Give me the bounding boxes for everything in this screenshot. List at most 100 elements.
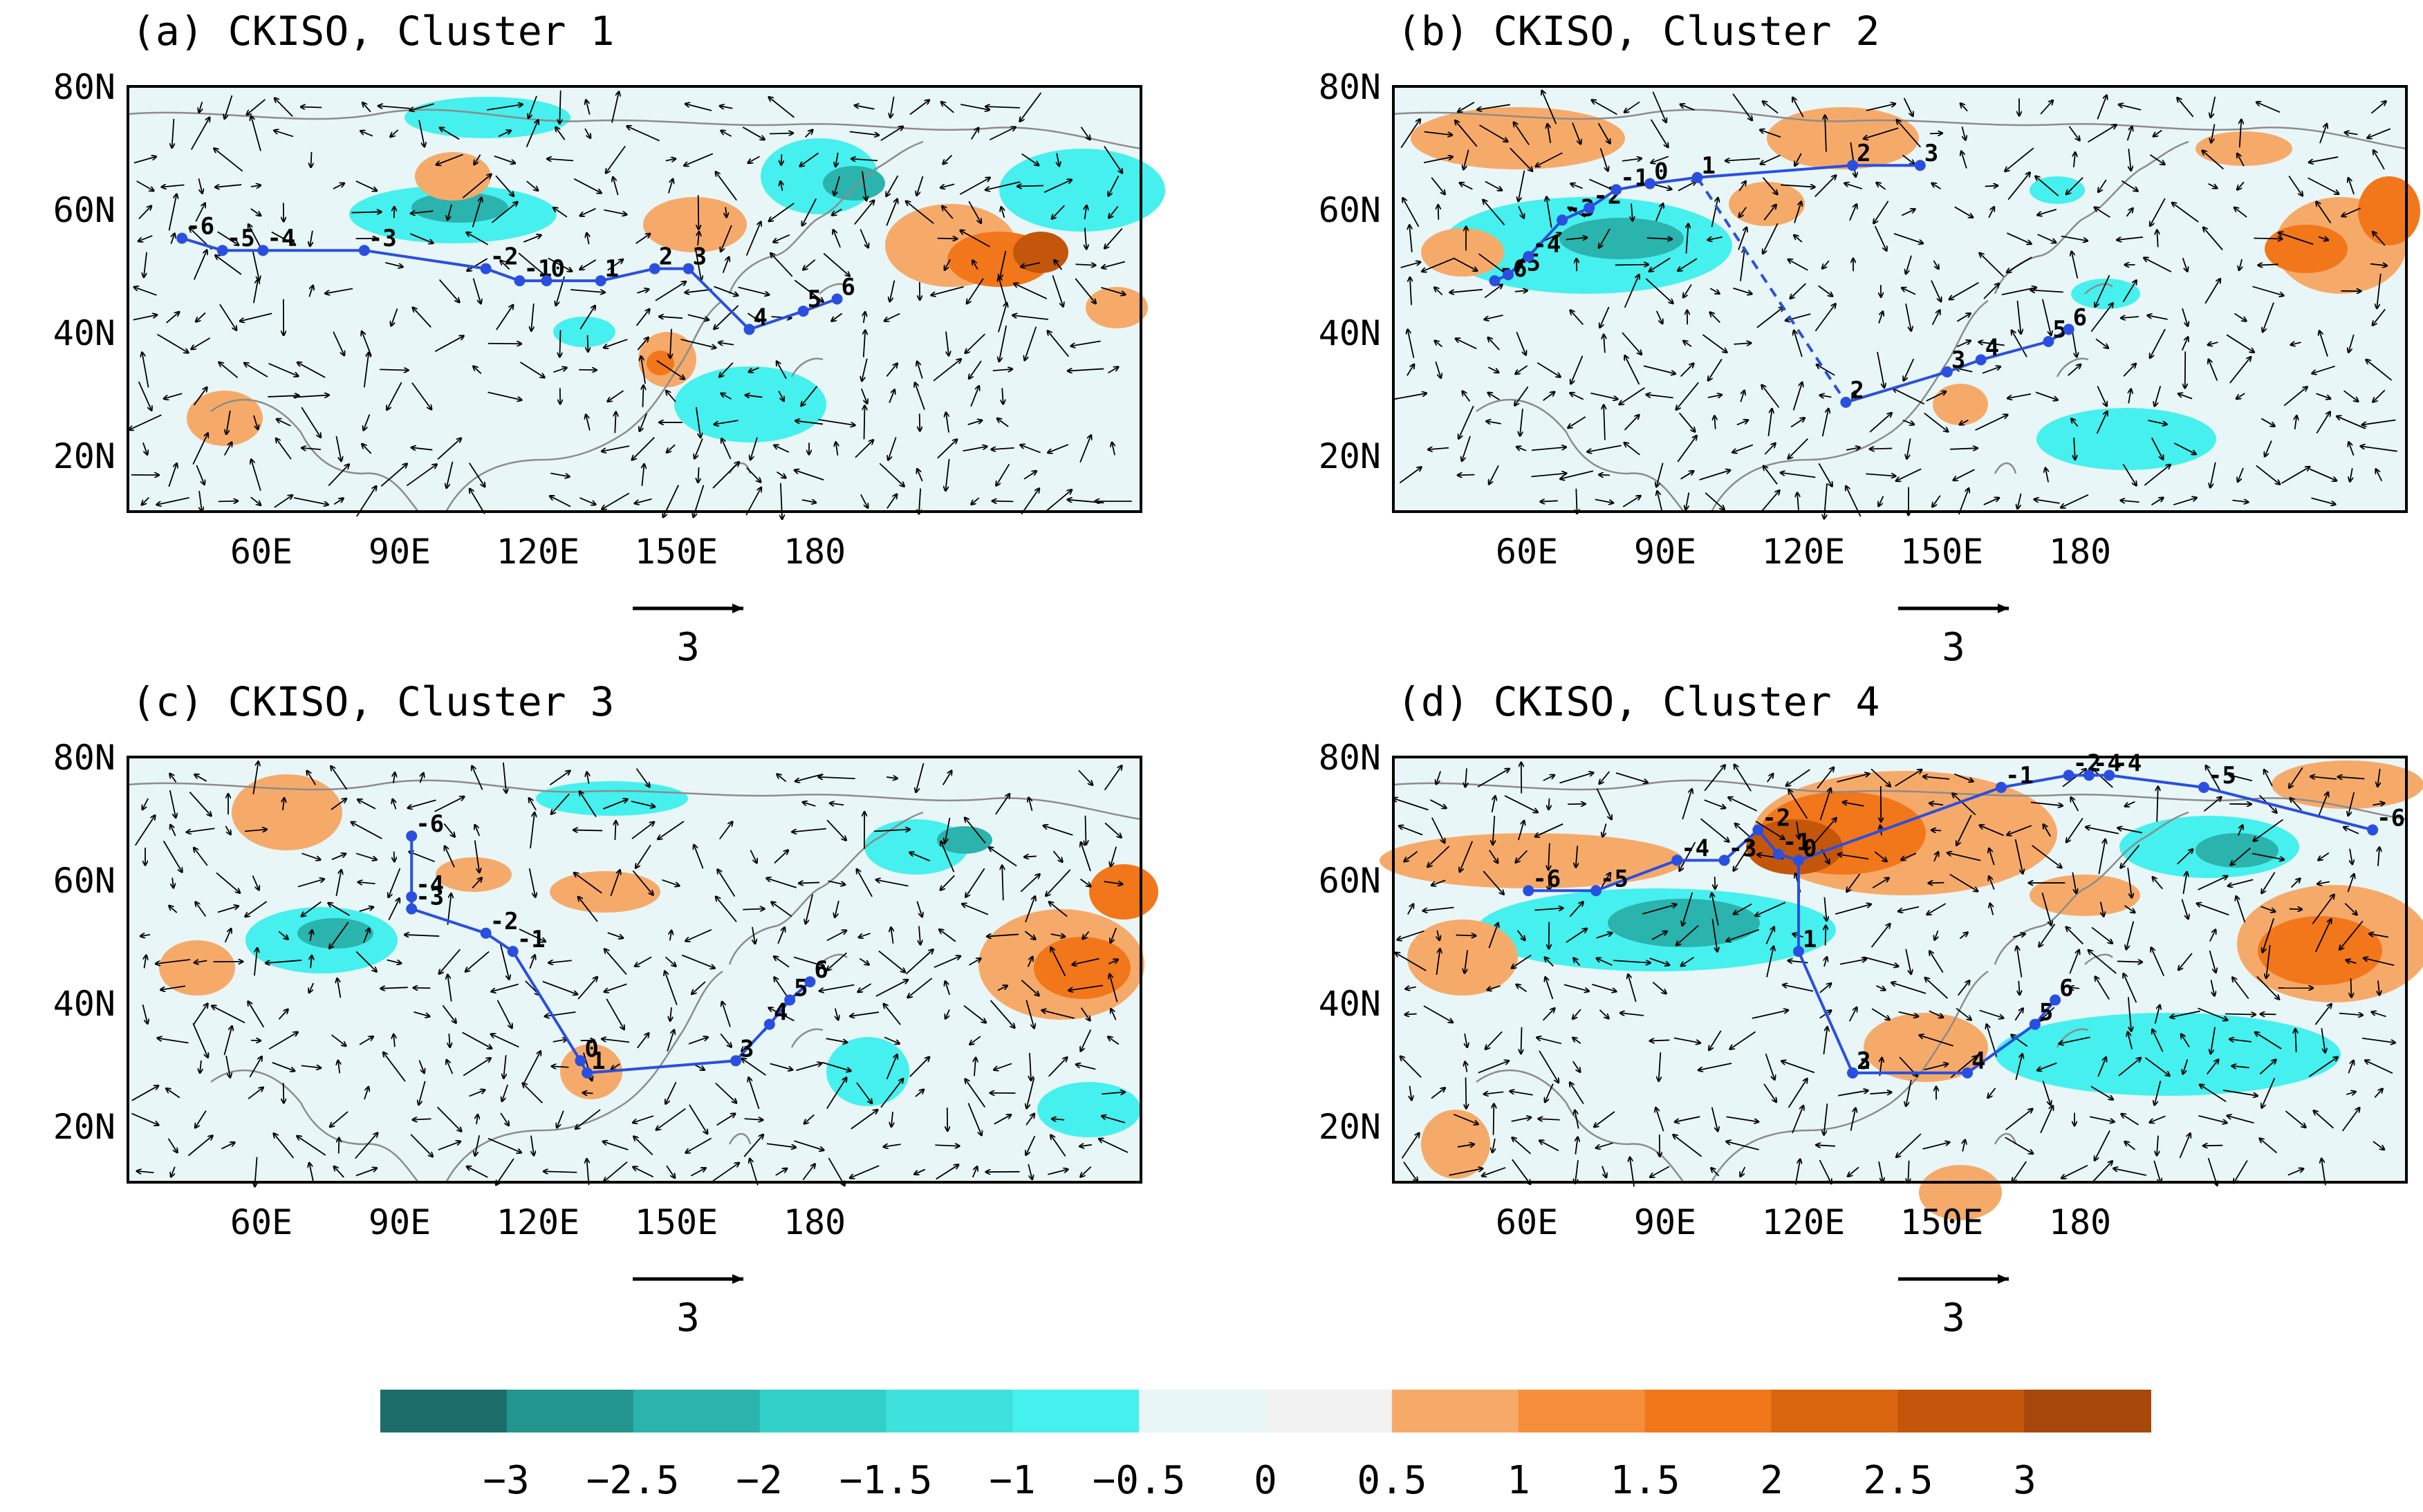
wind-arrow: [864, 330, 866, 357]
track-day-label: 6: [2059, 974, 2073, 1002]
wind-arrow: [297, 362, 326, 378]
wind-arrow: [1680, 364, 1694, 377]
wind-arrow: [1702, 334, 1727, 353]
wind-arrow: [136, 180, 154, 191]
wind-arrow: [2121, 317, 2139, 318]
map-frame: [127, 85, 1142, 513]
wind-arrow: [470, 489, 485, 514]
wind-arrow: [1112, 442, 1115, 456]
colorbar-label: 0.5: [1357, 1458, 1427, 1503]
wind-arrow: [1456, 339, 1477, 350]
wind-arrow: [1477, 104, 1511, 109]
wind-arrow: [656, 360, 685, 380]
wind-arrow: [1897, 120, 1922, 148]
wind-arrow: [2316, 201, 2332, 224]
colorbar-swatch: [1897, 1390, 2025, 1432]
wind-arrow: [602, 799, 627, 810]
track-day-label: -6: [1532, 865, 1561, 893]
wind-arrow: [1409, 225, 1412, 252]
wind-arrow: [915, 382, 925, 411]
wind-arrow: [142, 352, 149, 388]
wind-arrow: [495, 175, 514, 196]
track-link-dashed: [1696, 176, 1848, 403]
lat-axis: 80N 60N 40N 20N: [1319, 67, 1381, 476]
wind-arrow: [996, 463, 1010, 485]
wind-arrow: [252, 279, 258, 304]
wind-arrow: [1483, 200, 1505, 225]
wind-arrow: [437, 438, 461, 460]
wind-arrow: [2373, 389, 2386, 402]
wind-arrow: [835, 152, 838, 167]
wind-arrow: [410, 233, 433, 243]
wind-arrow: [1893, 389, 1925, 405]
wind-arrow: [1108, 205, 1119, 218]
wind-arrow: [659, 317, 683, 318]
wind-arrow: [2288, 176, 2303, 196]
wind-arrow: [1631, 203, 1633, 221]
track-day-label: 6: [842, 274, 855, 301]
wind-arrow: [333, 331, 344, 355]
wind-arrow: [985, 106, 1020, 108]
wind-arrow: [2151, 498, 2163, 506]
wind-arrow: [358, 799, 376, 810]
anomaly-patch: [1608, 899, 1760, 947]
wind-arrow: [2041, 299, 2051, 335]
wind-arrow: [604, 339, 628, 348]
wind-arrow: [777, 774, 787, 783]
wind-arrow: [553, 207, 568, 218]
wind-arrow: [467, 258, 488, 271]
wind-arrow: [1548, 798, 1549, 810]
wind-arrow: [1956, 313, 1970, 322]
wind-arrow: [1794, 330, 1803, 357]
wind-arrow: [2157, 230, 2158, 248]
wind-arrow: [945, 259, 951, 270]
wind-arrow: [2278, 233, 2314, 245]
wind-arrow: [698, 195, 699, 230]
wind-arrow: [1756, 307, 1783, 328]
wind-arrow: [528, 95, 537, 118]
wind-arrow: [411, 382, 431, 410]
wind-arrow: [2234, 207, 2247, 218]
scale-arrow-label: 3: [1942, 625, 1965, 670]
anomaly-patch: [159, 940, 235, 996]
wind-arrow: [362, 102, 371, 113]
wind-arrow: [1622, 496, 1640, 507]
track-point: [1489, 275, 1501, 287]
wind-arrow: [2350, 468, 2352, 481]
wind-arrow: [721, 131, 732, 137]
wind-arrow: [2238, 467, 2244, 482]
anomaly-patch: [553, 317, 615, 347]
wind-arrow: [436, 153, 463, 165]
wind-arrow: [818, 418, 855, 425]
wind-arrow: [1435, 341, 1443, 348]
anomaly-patch: [1089, 864, 1158, 920]
wind-arrow: [716, 171, 737, 201]
wind-arrow: [2203, 227, 2223, 250]
wind-arrow: [695, 249, 701, 280]
wind-arrow: [1931, 830, 1942, 831]
wind-arrow: [2034, 499, 2060, 504]
wind-arrow: [725, 207, 727, 218]
wind-arrow: [1686, 492, 1690, 510]
wind-arrow: [584, 128, 591, 138]
wind-arrow: [496, 305, 513, 330]
lon-label-60e: 60E: [230, 1202, 293, 1242]
wind-arrow: [2006, 232, 2031, 244]
wind-arrow: [1625, 355, 1640, 385]
wind-arrow: [1929, 883, 1944, 884]
wind-arrow: [2311, 497, 2336, 504]
lat-axis: 80N 60N 40N 20N: [53, 738, 115, 1147]
wind-arrow: [997, 418, 1009, 427]
wind-arrow: [1866, 474, 1895, 476]
wind-arrow: [579, 207, 596, 216]
track-point: [257, 245, 269, 256]
wind-arrow: [555, 127, 566, 140]
wind-arrow: [940, 183, 955, 187]
wind-arrow: [362, 444, 372, 454]
wind-arrow: [1738, 227, 1747, 250]
wind-arrow: [1707, 395, 1722, 398]
wind-arrow: [946, 412, 949, 433]
track-day-label: 3: [740, 1035, 754, 1063]
wind-arrow: [387, 382, 402, 410]
